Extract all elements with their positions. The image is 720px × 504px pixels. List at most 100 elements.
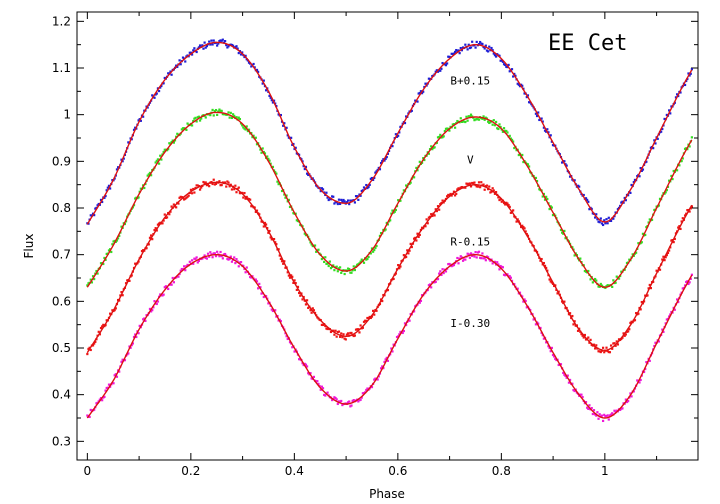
data-point: [568, 175, 572, 178]
data-point: [419, 90, 423, 93]
data-point: [209, 114, 212, 117]
data-point: [154, 93, 157, 96]
data-point: [576, 184, 580, 187]
data-point: [607, 216, 610, 219]
data-point: [378, 234, 382, 237]
data-point: [489, 121, 492, 124]
data-point: [195, 50, 198, 54]
data-point: [202, 47, 205, 50]
data-point: [673, 237, 676, 241]
series-labels: B+0.15 V R-0.15 I-0.30: [450, 74, 490, 330]
data-point: [252, 62, 255, 66]
data-point: [211, 256, 214, 259]
data-point: [390, 347, 393, 350]
data-point: [195, 120, 198, 123]
data-point: [295, 288, 298, 291]
data-point: [336, 202, 339, 206]
data-point: [146, 106, 149, 109]
data-point: [176, 132, 179, 135]
data-point: [621, 200, 624, 203]
data-point: [629, 191, 632, 195]
data-point: [267, 231, 270, 234]
data-point: [234, 184, 237, 187]
data-point: [655, 269, 658, 272]
data-point: [203, 254, 206, 257]
data-point: [601, 419, 605, 423]
data-point: [183, 127, 186, 130]
data-point: [209, 251, 212, 254]
data-point: [398, 267, 401, 270]
data-point: [213, 252, 216, 255]
data-point: [180, 267, 183, 271]
data-point: [525, 95, 528, 99]
data-point: [253, 66, 256, 69]
data-point: [279, 257, 282, 260]
data-point: [562, 371, 565, 374]
data-point: [255, 209, 259, 212]
data-point: [352, 334, 355, 338]
data-point: [427, 284, 430, 287]
data-point: [534, 176, 538, 180]
data-point: [134, 126, 137, 129]
data-point: [527, 165, 531, 168]
data-point: [447, 193, 450, 197]
data-point: [418, 160, 421, 163]
data-point: [175, 64, 178, 67]
data-point: [96, 204, 99, 207]
data-point: [452, 190, 456, 193]
data-point: [498, 198, 501, 202]
data-point: [581, 334, 584, 337]
data-point: [385, 356, 388, 359]
data-point: [153, 300, 156, 303]
data-point: [604, 222, 607, 225]
data-point: [356, 263, 359, 266]
data-point: [670, 239, 673, 242]
data-point: [128, 279, 131, 282]
data-point: [321, 188, 325, 191]
data-point: [433, 281, 436, 284]
data-point: [280, 189, 284, 193]
data-point: [343, 272, 346, 276]
data-point: [402, 329, 405, 333]
data-point: [288, 276, 292, 279]
data-point: [450, 265, 453, 268]
data-point: [386, 359, 390, 362]
data-point: [164, 285, 168, 288]
data-point: [436, 70, 440, 73]
data-point: [102, 323, 105, 326]
data-point: [235, 258, 238, 261]
data-point: [115, 375, 119, 378]
data-point: [204, 46, 207, 49]
data-point: [507, 204, 510, 207]
data-point: [576, 329, 580, 332]
data-point: [573, 320, 576, 323]
data-point: [405, 115, 408, 118]
data-point: [323, 260, 326, 264]
data-point: [504, 63, 507, 67]
data-point: [594, 347, 597, 350]
data-point: [237, 186, 240, 189]
data-point: [515, 149, 518, 152]
data-point: [321, 387, 325, 390]
data-point: [324, 256, 327, 259]
data-point: [545, 266, 548, 270]
data-point: [648, 359, 651, 362]
data-point: [326, 196, 329, 199]
data-point: [494, 120, 498, 124]
data-point: [559, 228, 563, 232]
data-point: [664, 256, 667, 259]
data-point: [340, 399, 343, 403]
data-point: [426, 288, 429, 292]
data-point: [658, 197, 662, 200]
data-point: [285, 194, 288, 197]
y-tick-label: 1: [63, 108, 71, 122]
series-model-line: [86, 111, 693, 289]
data-point: [196, 116, 199, 119]
data-point: [521, 84, 524, 87]
data-point: [446, 127, 449, 130]
data-point: [101, 399, 104, 402]
data-point: [200, 117, 203, 120]
data-point: [246, 129, 249, 133]
data-point: [436, 205, 440, 208]
data-point: [416, 232, 419, 235]
